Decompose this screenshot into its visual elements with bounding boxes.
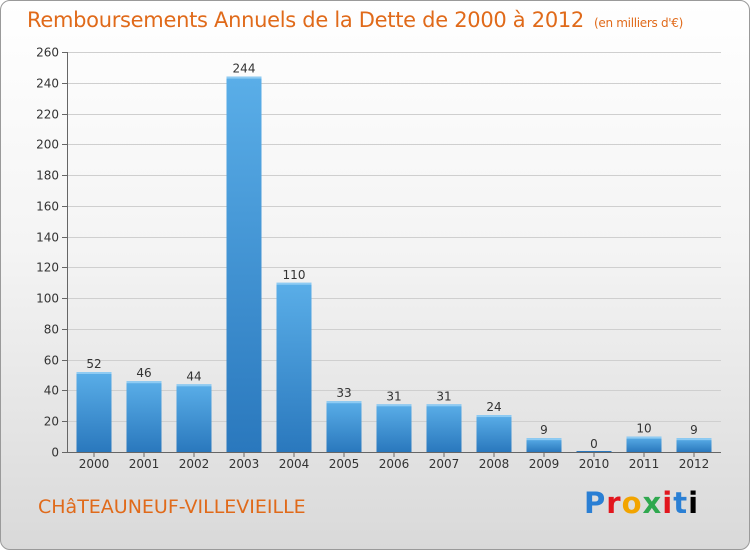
- y-tick-label: 140: [36, 231, 59, 245]
- bar-highlight: [676, 438, 712, 441]
- value-label: 110: [283, 268, 306, 282]
- x-tick-label: 2002: [179, 457, 210, 471]
- bar-highlight: [376, 404, 412, 407]
- x-tick-label: 2011: [629, 457, 660, 471]
- bar: [76, 372, 112, 452]
- x-tick-label: 2004: [279, 457, 310, 471]
- bar: [626, 436, 662, 452]
- bar: [576, 451, 612, 452]
- y-tick-label: 220: [36, 108, 59, 122]
- commune-name: CHâTEAUNEUF-VILLEVIEILLE: [38, 496, 306, 518]
- y-tick-label: 180: [36, 169, 59, 183]
- x-tick-label: 2012: [679, 457, 710, 471]
- y-tick-label: 80: [44, 323, 59, 337]
- bar-highlight: [626, 436, 662, 439]
- x-tick-label: 2003: [229, 457, 260, 471]
- y-tick-label: 60: [44, 354, 59, 368]
- x-tick-label: 2010: [579, 457, 610, 471]
- value-label: 24: [486, 400, 501, 414]
- bar-highlight: [326, 401, 362, 404]
- logo-letter: r: [606, 486, 622, 520]
- bar-highlight: [76, 372, 112, 374]
- bar: [226, 76, 262, 452]
- value-label: 31: [436, 389, 451, 403]
- y-tick-label: 0: [51, 446, 59, 460]
- logo-letter: i: [688, 486, 700, 520]
- value-label: 9: [540, 423, 548, 437]
- y-tick-label: 240: [36, 77, 59, 91]
- bars: [76, 76, 712, 452]
- logo-letter: P: [584, 486, 607, 520]
- value-label: 33: [336, 386, 351, 400]
- bar-highlight: [126, 381, 162, 384]
- chart-title: Remboursements Annuels de la Dette de 20…: [27, 8, 683, 32]
- value-label: 52: [86, 357, 101, 371]
- bar-highlight: [176, 384, 212, 387]
- proxiti-logo: Proxiti: [584, 486, 699, 520]
- x-tick-label: 2008: [479, 457, 510, 471]
- value-label: 44: [186, 369, 201, 383]
- bar: [426, 404, 462, 452]
- value-label: 0: [590, 437, 598, 451]
- y-tick-label: 20: [44, 415, 59, 429]
- bar: [326, 401, 362, 452]
- bar: [276, 282, 312, 452]
- chart-unit: (en milliers d'€): [594, 16, 684, 30]
- y-tick-label: 120: [36, 261, 59, 275]
- bar: [376, 404, 412, 452]
- value-label: 31: [386, 389, 401, 403]
- x-tick-label: 2005: [329, 457, 360, 471]
- value-label: 46: [136, 366, 151, 380]
- x-tick-label: 2009: [529, 457, 560, 471]
- chart-title-text: Remboursements Annuels de la Dette de 20…: [27, 8, 584, 32]
- bar: [126, 381, 162, 452]
- y-tick-label: 160: [36, 200, 59, 214]
- value-label: 244: [233, 62, 256, 76]
- x-tick-label: 2007: [429, 457, 460, 471]
- bar-highlight: [476, 415, 512, 418]
- labels: 52 2000 46 2001 44 2002 244 2003 110 2004 33 2005 31…: [79, 62, 710, 471]
- logo-letter: i: [662, 486, 674, 520]
- logo-letter: o: [621, 486, 643, 520]
- bar: [476, 415, 512, 452]
- y-tick-label: 260: [36, 46, 59, 60]
- y-tick-label: 100: [36, 292, 59, 306]
- logo-letter: x: [642, 486, 663, 520]
- bar: [526, 438, 562, 452]
- x-tick-label: 2000: [79, 457, 110, 471]
- bar-highlight: [276, 282, 312, 285]
- bar-highlight: [526, 438, 562, 441]
- logo-letter: t: [673, 486, 689, 520]
- value-label: 10: [636, 422, 651, 436]
- bar: [676, 438, 712, 452]
- bar-highlight: [226, 76, 262, 79]
- x-tick-label: 2006: [379, 457, 410, 471]
- y-tick-label: 40: [44, 384, 59, 398]
- bar: [176, 384, 212, 452]
- y-tick-label: 200: [36, 138, 59, 152]
- value-label: 9: [690, 423, 698, 437]
- grid-lines: [67, 52, 721, 422]
- bar-highlight: [426, 404, 462, 407]
- x-tick-label: 2001: [129, 457, 160, 471]
